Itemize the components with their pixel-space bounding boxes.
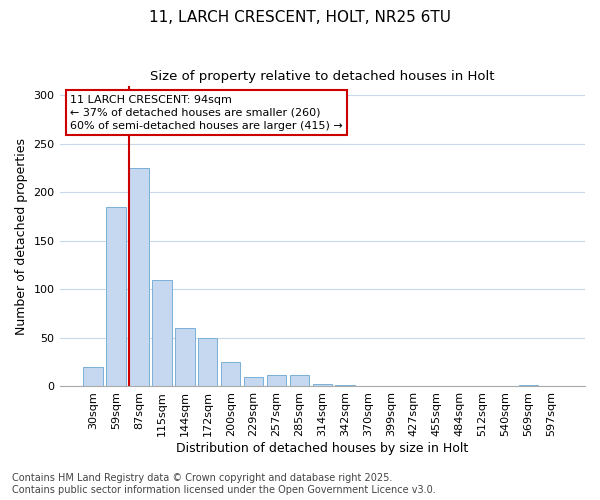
Bar — [313, 384, 332, 386]
Bar — [152, 280, 172, 386]
Bar — [175, 328, 194, 386]
Bar — [221, 362, 241, 386]
Bar — [290, 375, 309, 386]
Bar — [244, 377, 263, 386]
Y-axis label: Number of detached properties: Number of detached properties — [15, 138, 28, 334]
Bar — [129, 168, 149, 386]
Text: 11, LARCH CRESCENT, HOLT, NR25 6TU: 11, LARCH CRESCENT, HOLT, NR25 6TU — [149, 10, 451, 25]
Text: 11 LARCH CRESCENT: 94sqm
← 37% of detached houses are smaller (260)
60% of semi-: 11 LARCH CRESCENT: 94sqm ← 37% of detach… — [70, 94, 343, 131]
Text: Contains HM Land Registry data © Crown copyright and database right 2025.
Contai: Contains HM Land Registry data © Crown c… — [12, 474, 436, 495]
X-axis label: Distribution of detached houses by size in Holt: Distribution of detached houses by size … — [176, 442, 469, 455]
Bar — [519, 384, 538, 386]
Bar — [267, 375, 286, 386]
Bar — [106, 207, 126, 386]
Title: Size of property relative to detached houses in Holt: Size of property relative to detached ho… — [150, 70, 494, 83]
Bar — [198, 338, 217, 386]
Bar — [83, 367, 103, 386]
